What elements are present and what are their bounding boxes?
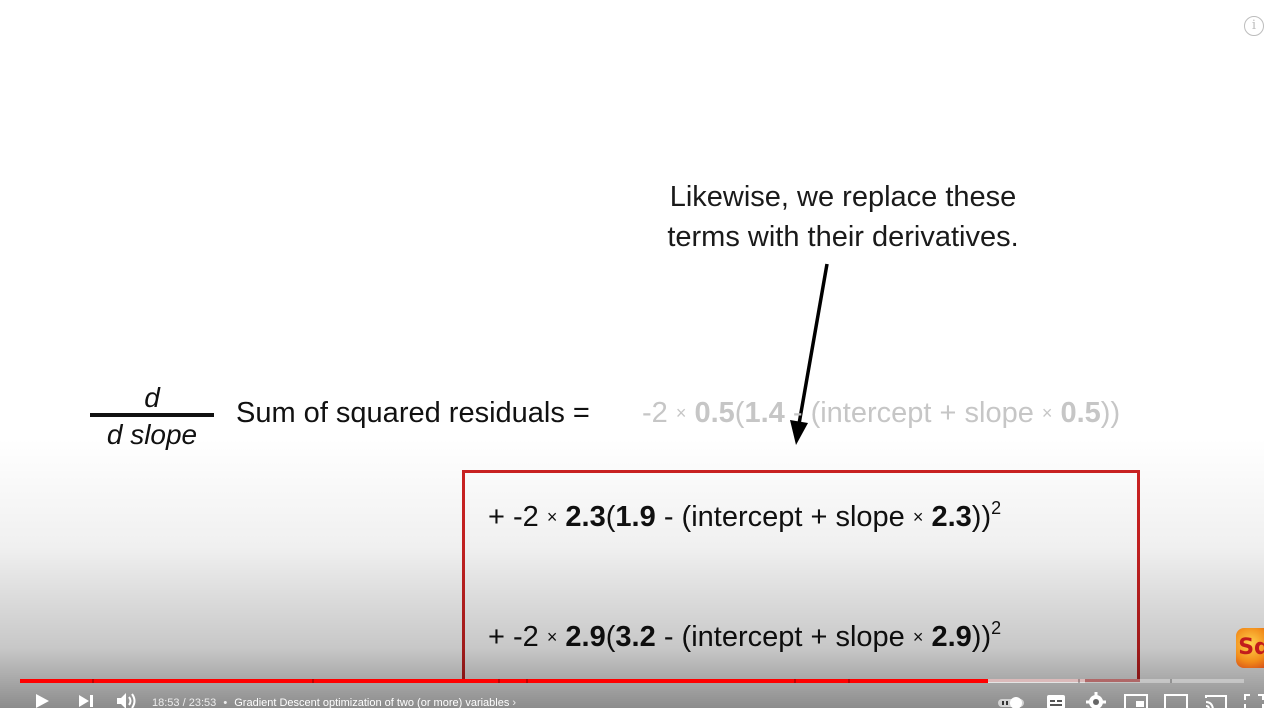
term1-inner: (intercept + slope (810, 397, 1034, 429)
fullscreen-icon (1244, 694, 1264, 708)
slide-caption: Likewise, we replace these terms with th… (593, 177, 1093, 257)
term1-observed: 1.4 (744, 397, 785, 429)
info-icon[interactable]: i (1244, 16, 1264, 36)
term2-prefix: + -2 (488, 501, 539, 533)
term2-close: )) (971, 501, 992, 533)
time-display: 18:53 / 23:53 • Gradient Descent optimiz… (152, 696, 516, 708)
term3-x: 2.9 (931, 621, 972, 653)
chapter-marker (794, 679, 796, 683)
subtitles-button[interactable] (1046, 694, 1066, 708)
term3-minus: - (663, 621, 674, 653)
term1-times-2: × (1041, 403, 1053, 423)
theater-mode-button[interactable] (1164, 694, 1188, 708)
term2-times: × (546, 507, 558, 527)
time-current: 18:53 (152, 697, 180, 708)
term2-observed: 1.9 (615, 501, 656, 533)
chapter-marker (92, 679, 94, 683)
autoplay-toggle[interactable] (998, 696, 1026, 708)
term3-coef: 2.9 (565, 621, 606, 653)
next-icon (79, 695, 93, 707)
highlight-box (462, 470, 1140, 682)
chapter-marker (526, 679, 528, 683)
fraction-denominator: d slope (106, 419, 198, 450)
progress-bar[interactable] (20, 679, 1244, 683)
time-total: 23:53 (188, 697, 217, 708)
chapter-title-link[interactable]: Gradient Descent optimization of two (or… (234, 697, 510, 708)
chapter-chevron-icon[interactable]: › (512, 697, 517, 708)
term1-x: 0.5 (1060, 397, 1101, 429)
miniplayer-button[interactable] (1124, 694, 1148, 708)
miniplayer-icon (1124, 694, 1148, 708)
cast-button[interactable] (1204, 694, 1228, 708)
time-separator: / (182, 697, 186, 708)
term2-coef: 2.3 (565, 501, 606, 533)
play-icon (36, 694, 49, 708)
autoplay-toggle-icon (998, 697, 1024, 708)
term2-minus: - (663, 501, 674, 533)
channel-watermark-logo[interactable]: Sq (1236, 628, 1264, 668)
derivative-fraction: d d slope (90, 383, 214, 451)
gear-icon (1086, 692, 1106, 708)
volume-icon (117, 693, 136, 708)
subtitles-icon (1047, 695, 1065, 708)
play-button[interactable] (34, 693, 50, 708)
term3-times: × (546, 627, 558, 647)
fraction-bar (90, 413, 214, 417)
progress-played (20, 679, 989, 683)
chapter-marker (498, 679, 500, 683)
term3-observed: 3.2 (615, 621, 656, 653)
term1-minus: - (792, 397, 803, 429)
equation-term-2: + -2 × 2.3(1.9 - (intercept + slope × 2.… (488, 498, 1002, 533)
video-frame: Likewise, we replace these terms with th… (8, 0, 1264, 708)
next-button[interactable] (78, 693, 94, 708)
term1-close: )) (1100, 397, 1121, 429)
term3-close: )) (971, 621, 992, 653)
term1-coef: 0.5 (694, 397, 735, 429)
term3-prefix: + -2 (488, 621, 539, 653)
term2-x: 2.3 (931, 501, 972, 533)
chapter-marker (312, 679, 314, 683)
term1-times: × (675, 403, 687, 423)
term2-times-2: × (912, 507, 924, 527)
settings-button[interactable] (1086, 692, 1106, 708)
fullscreen-button[interactable] (1244, 694, 1264, 708)
caption-line-2: terms with their derivatives. (667, 221, 1019, 253)
time-bullet: • (223, 697, 228, 708)
chapter-marker (1170, 679, 1172, 683)
theater-mode-icon (1164, 694, 1188, 708)
pointer-arrow (790, 263, 829, 445)
equation-lhs: Sum of squared residuals = (236, 397, 590, 429)
cast-icon (1205, 695, 1227, 708)
chapter-marker (848, 679, 850, 683)
term2-inner: (intercept + slope (681, 501, 905, 533)
term3-inner: (intercept + slope (681, 621, 905, 653)
term1-prefix: -2 (642, 397, 668, 429)
volume-button[interactable] (116, 692, 138, 708)
term2-exponent: 2 (991, 498, 1002, 518)
term3-exponent: 2 (991, 618, 1002, 638)
equation-term-1: -2 × 0.5(1.4 - (intercept + slope × 0.5)… (642, 397, 1121, 429)
equation-term-3: + -2 × 2.9(3.2 - (intercept + slope × 2.… (488, 618, 1002, 653)
caption-line-1: Likewise, we replace these (669, 181, 1017, 213)
player-controls: 18:53 / 23:53 • Gradient Descent optimiz… (0, 688, 1264, 708)
term3-times-2: × (912, 627, 924, 647)
chapter-marker (1078, 679, 1080, 683)
fraction-numerator: d (144, 382, 160, 413)
